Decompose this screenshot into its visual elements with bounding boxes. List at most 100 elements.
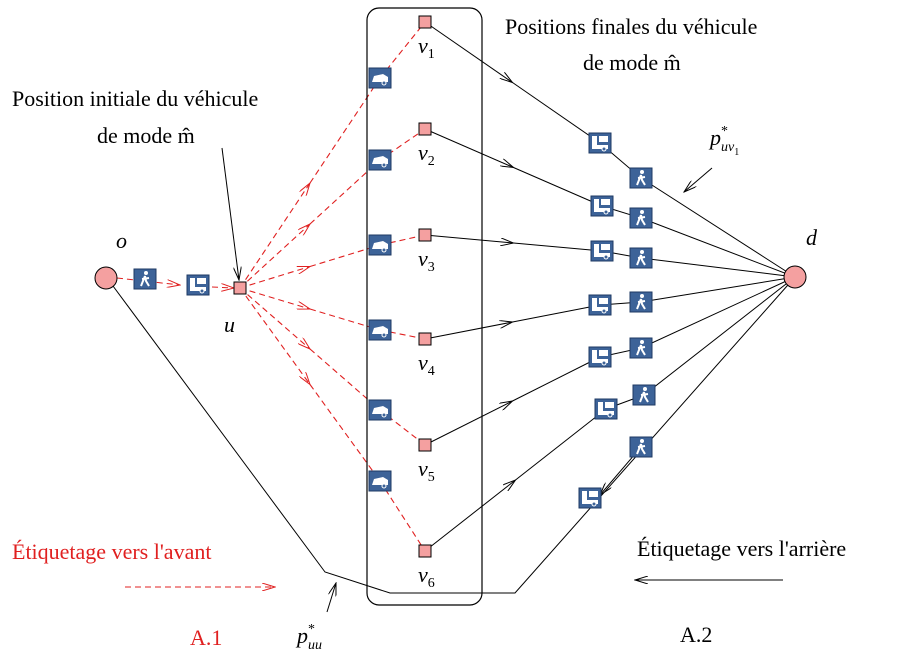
edge <box>309 244 381 268</box>
path-sub: uv <box>721 140 735 155</box>
forward-label: Étiquetage vers l'avant <box>12 539 211 564</box>
final-node <box>418 544 432 558</box>
edge <box>512 82 601 144</box>
truck-icon <box>592 136 608 149</box>
wheel <box>199 288 205 294</box>
walker-icon <box>636 443 646 455</box>
final-base: v <box>418 562 428 587</box>
start-label: u <box>224 312 235 337</box>
edge <box>309 348 381 411</box>
wheel <box>601 360 607 366</box>
final-label: v3 <box>418 246 435 275</box>
head <box>640 340 644 344</box>
backward-label: Étiquetage vers l'arrière <box>637 536 846 561</box>
head <box>640 250 644 254</box>
destination-node <box>783 265 807 289</box>
head <box>144 271 148 275</box>
walker-icon <box>636 298 646 310</box>
walker-icon <box>636 174 646 186</box>
edge <box>309 159 381 225</box>
car-icon <box>372 406 388 414</box>
final-label: v6 <box>418 562 435 591</box>
edge <box>424 21 513 83</box>
head <box>640 294 644 298</box>
wheel <box>381 412 387 418</box>
backward-step: A.2 <box>680 622 712 647</box>
final-label: v4 <box>418 350 435 379</box>
edge <box>599 276 796 358</box>
head <box>643 387 647 391</box>
path-label: p* uv1 <box>708 124 739 158</box>
path-base: p <box>295 623 308 648</box>
final-sub: 4 <box>428 364 435 379</box>
car-icon <box>372 156 388 164</box>
final-node <box>418 15 432 29</box>
path-sup: * <box>308 622 315 637</box>
final-sub: 3 <box>428 260 435 275</box>
final-label: v5 <box>418 456 435 485</box>
car-icon <box>372 326 388 334</box>
truck-icon <box>190 278 206 291</box>
edge <box>424 128 514 168</box>
origin-node <box>94 266 118 290</box>
edge <box>513 167 603 207</box>
initial-label: Position initiale du véhicule <box>12 86 258 111</box>
truck-icon <box>592 350 608 363</box>
truck-icon <box>594 199 610 212</box>
edge <box>513 242 603 252</box>
wheel <box>381 247 387 253</box>
wheel <box>381 483 387 489</box>
walker-icon <box>636 214 646 226</box>
wheel <box>381 162 387 168</box>
edge <box>379 128 426 161</box>
wheel <box>381 332 387 338</box>
edge <box>239 287 310 349</box>
destination-label: d <box>806 225 818 250</box>
wheel <box>591 501 597 507</box>
pointer-arrow <box>326 583 336 613</box>
final-label: v2 <box>418 140 435 169</box>
final-base: v <box>418 246 428 271</box>
final-positions-box <box>366 7 483 606</box>
walker-icon <box>636 344 646 356</box>
edge <box>424 234 514 243</box>
edge <box>239 183 310 289</box>
forward-step: A.1 <box>190 625 222 650</box>
edge <box>512 304 601 323</box>
wheel <box>607 412 613 418</box>
head <box>640 210 644 214</box>
path-subsub: 1 <box>734 147 739 158</box>
final-sub: 2 <box>428 154 435 169</box>
head <box>640 439 644 443</box>
edge <box>512 356 601 402</box>
truck-icon <box>598 402 614 415</box>
origin-label: o <box>116 228 127 253</box>
final-label: v1 <box>418 33 435 62</box>
truck-icon <box>592 298 608 311</box>
start-node <box>233 281 247 295</box>
final-sub: 5 <box>428 470 435 485</box>
path-label: p* uu <box>295 622 322 653</box>
final-node <box>418 228 432 242</box>
final-node <box>418 122 432 136</box>
final-base: v <box>418 456 428 481</box>
truck-icon <box>582 491 598 504</box>
final-node <box>418 438 432 452</box>
wheel <box>601 308 607 314</box>
edge <box>211 287 234 288</box>
final-sub: 6 <box>428 576 435 591</box>
edge <box>239 224 310 289</box>
walker-icon <box>636 254 646 266</box>
initial-label: de mode m̂ <box>97 123 195 148</box>
path-base: p <box>708 125 721 150</box>
wheel <box>381 80 387 86</box>
edge <box>309 384 381 482</box>
car-icon <box>372 74 388 82</box>
edge <box>309 308 381 331</box>
final-base: v <box>418 350 428 375</box>
truck-icon <box>594 244 610 257</box>
edge <box>379 329 426 340</box>
edge <box>239 287 310 309</box>
final-label: Positions finales du véhicule <box>505 14 757 39</box>
